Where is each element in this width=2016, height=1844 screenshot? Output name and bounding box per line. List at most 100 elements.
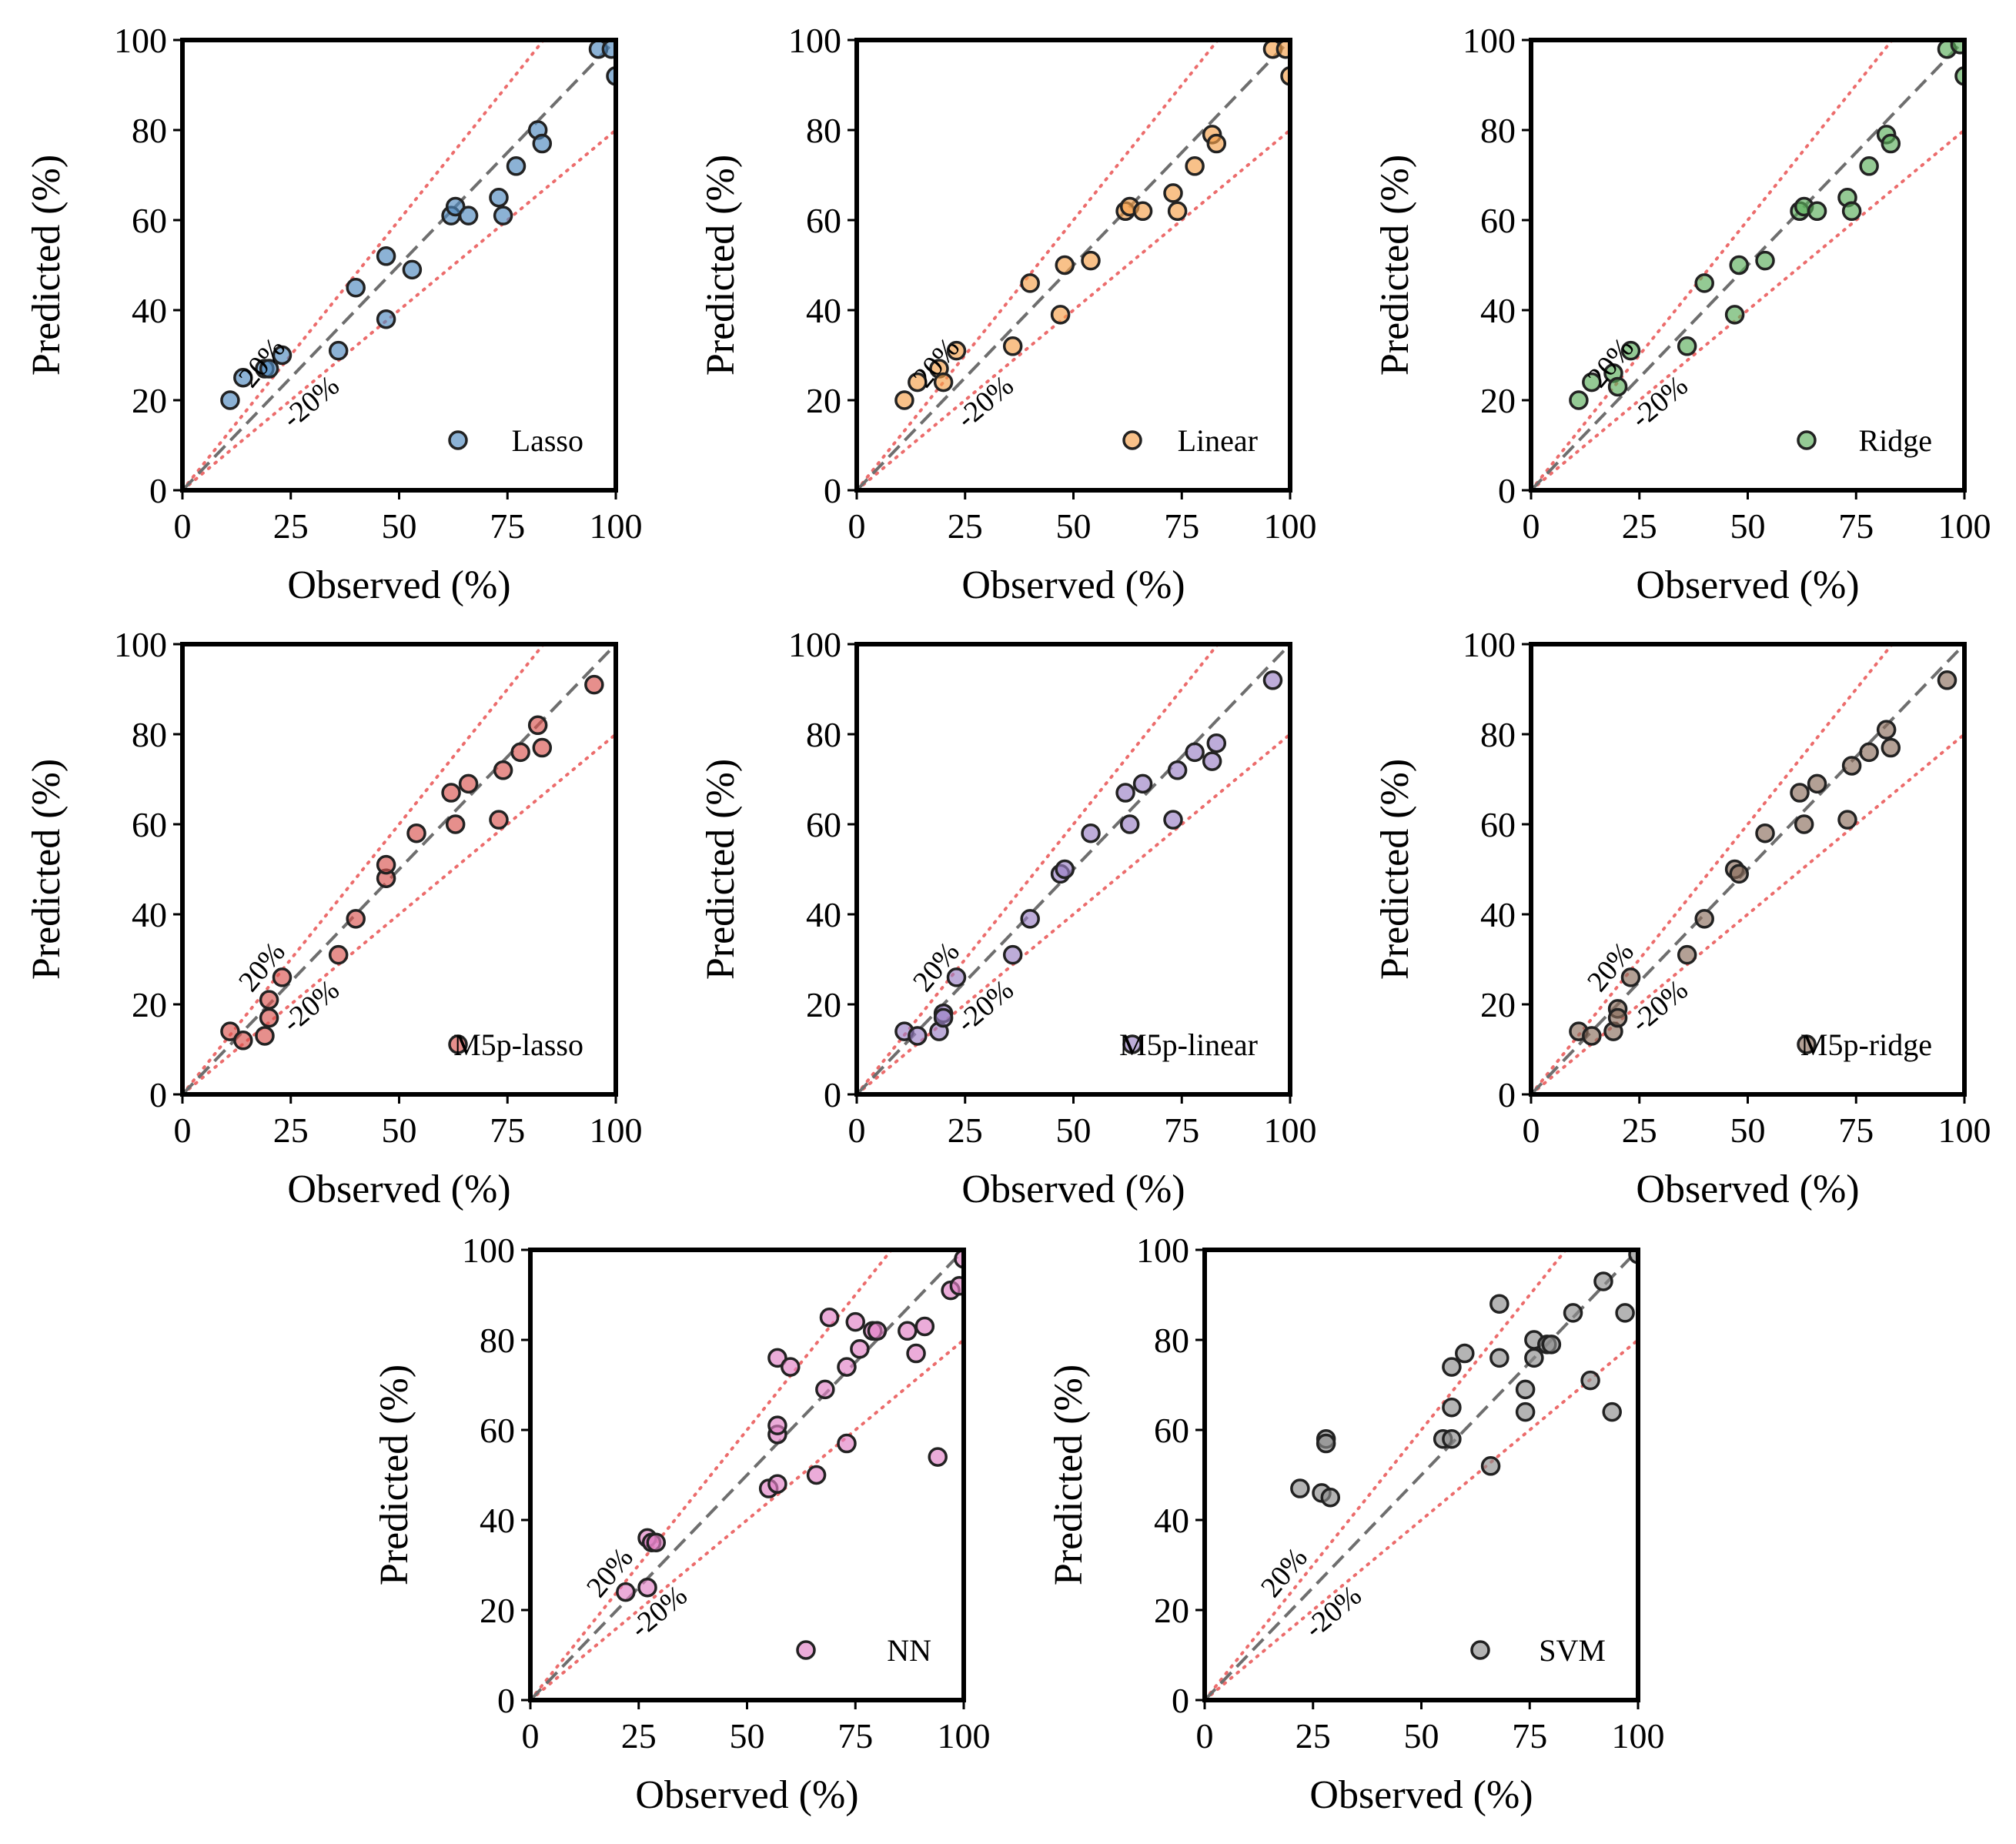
y-axis-label: Predicted (%) [25,155,69,376]
y-tick-label: 0 [1498,1075,1516,1114]
data-point [1593,1271,1613,1291]
data-point [1455,1343,1475,1364]
data-point [346,909,366,929]
x-tick-label: 75 [1838,506,1874,546]
x-tick-label: 100 [1264,1111,1317,1150]
data-point [493,760,513,780]
data-point [1002,336,1023,356]
x-tick-label: 0 [174,506,192,546]
data-point [1163,810,1183,830]
data-point [1563,1303,1583,1323]
data-point [946,340,967,361]
data-point [1081,250,1101,271]
y-tick-label: 60 [806,805,841,844]
y-tick-label: 20 [132,381,167,420]
upper-20-percent-line [530,1250,894,1700]
y-tick-label: 60 [480,1411,515,1450]
x-tick-label: 75 [1164,506,1199,546]
legend-marker [1470,1640,1490,1660]
data-point [1950,40,1964,55]
data-point [1794,814,1814,834]
data-point [233,368,253,388]
data-point [908,1026,928,1046]
x-tick-label: 25 [948,506,983,546]
y-tick-label: 20 [1480,985,1516,1024]
y-tick-label: 60 [132,201,167,240]
band-label-lower: -20% [276,369,346,435]
data-point [1729,255,1749,276]
x-tick-label: 100 [590,506,643,546]
x-axis-label: Observed (%) [1636,1168,1859,1211]
data-point [815,1379,835,1400]
data-point [1320,1488,1341,1508]
lower-20-percent-line [1531,129,1964,490]
data-point [1050,305,1071,325]
data-point [1262,670,1283,690]
y-tick-label: 0 [824,1075,841,1114]
legend-label: Linear [1178,423,1258,458]
upper-20-percent-line [1531,644,1894,1094]
data-point [1541,1335,1562,1355]
data-point [837,1357,857,1377]
y-tick-label: 40 [132,895,167,934]
x-tick-label: 0 [1523,506,1540,546]
data-point [946,967,967,987]
data-point [1132,201,1153,222]
upper-20-percent-line [857,644,1220,1094]
data-point [933,1007,954,1028]
y-tick-label: 60 [806,201,841,240]
data-point [493,205,513,225]
data-point [1524,1348,1544,1368]
data-point [445,814,466,834]
x-tick-label: 25 [621,1716,657,1755]
y-tick-label: 40 [806,895,841,934]
legend-label: M5p-linear [1119,1027,1258,1062]
y-tick-label: 20 [1154,1591,1189,1630]
data-point [1937,670,1957,690]
data-point [1167,201,1188,222]
data-point [489,188,509,208]
data-point [1790,783,1810,803]
y-tick-label: 20 [1480,381,1516,420]
x-axis-label: Observed (%) [287,1168,510,1211]
legend-label: SVM [1539,1633,1606,1668]
x-tick-label: 25 [273,1111,309,1150]
data-point [1055,255,1075,276]
legend-marker [1797,1034,1817,1054]
legend-label: NN [887,1633,931,1668]
y-axis-label: Predicted (%) [373,1365,416,1585]
data-point [1185,742,1205,763]
x-tick-label: 50 [730,1716,765,1755]
band-label-lower: -20% [1625,369,1694,435]
legend-label: M5p-lasso [453,1027,583,1062]
x-axis-label: Observed (%) [1636,563,1859,607]
x-tick-label: 0 [1523,1111,1540,1150]
upper-20-percent-line [1531,40,1894,490]
y-tick-label: 40 [480,1501,515,1540]
legend-label: M5p-ridge [1800,1027,1932,1062]
data-point [898,1321,918,1341]
y-tick-label: 100 [462,1231,515,1270]
data-point [255,1026,275,1046]
y-axis-label: Predicted (%) [1373,759,1417,980]
plot-area [182,644,616,1094]
band-label-lower: -20% [1299,1579,1368,1645]
data-point [806,1465,827,1485]
y-tick-label: 100 [1463,625,1516,664]
data-point [867,1321,888,1341]
lower-20-percent-line [182,733,616,1094]
identity-line [182,40,616,490]
data-point [1206,733,1227,753]
plot-area [530,1250,964,1700]
y-tick-label: 0 [497,1681,515,1720]
data-point [1480,1456,1501,1476]
data-point [1607,1007,1628,1028]
data-point [1859,742,1879,763]
x-tick-label: 50 [1056,1111,1092,1150]
data-point [1020,273,1040,293]
data-point [259,990,279,1010]
x-tick-label: 75 [1164,1111,1199,1150]
legend-label: Lasso [512,423,583,458]
